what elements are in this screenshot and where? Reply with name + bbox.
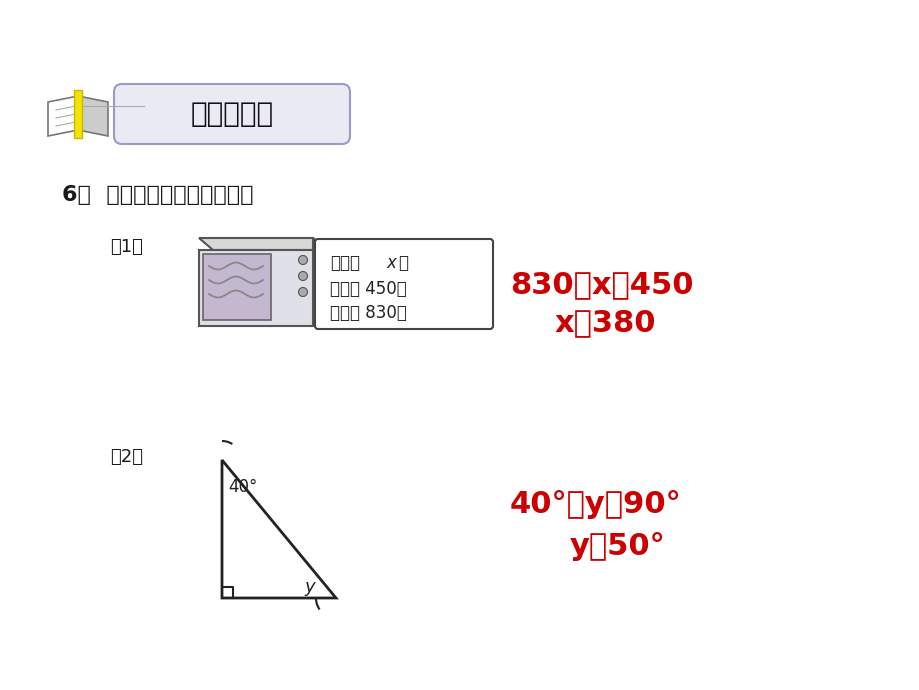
Text: 6．  看图列方程，并解方程。: 6． 看图列方程，并解方程。 (62, 185, 254, 205)
Text: 830－x＝450: 830－x＝450 (509, 270, 693, 299)
Text: y＝50°: y＝50° (570, 532, 665, 561)
Polygon shape (199, 238, 326, 250)
Text: x: x (386, 254, 395, 272)
Bar (199, 250, 312, 326)
Circle shape (298, 271, 307, 281)
Text: x＝380: x＝380 (554, 308, 656, 337)
Text: （1）: （1） (110, 238, 142, 256)
Text: y: y (303, 578, 314, 596)
Text: 40°＋y＝90°: 40°＋y＝90° (509, 490, 681, 519)
Text: 40°: 40° (228, 478, 257, 496)
Text: 现价：: 现价： (330, 254, 359, 272)
Text: （2）: （2） (110, 448, 142, 466)
Polygon shape (74, 90, 82, 138)
Polygon shape (78, 96, 108, 136)
Text: 优惠： 450元: 优惠： 450元 (330, 280, 406, 298)
Polygon shape (48, 96, 78, 136)
Text: 作业提升练: 作业提升练 (190, 100, 273, 128)
FancyBboxPatch shape (314, 239, 493, 329)
Circle shape (298, 255, 307, 264)
Bar (203, 254, 271, 320)
Text: 原价： 830元: 原价： 830元 (330, 304, 406, 322)
Polygon shape (312, 238, 326, 318)
Circle shape (298, 288, 307, 297)
Text: 元: 元 (398, 254, 407, 272)
FancyBboxPatch shape (114, 84, 349, 144)
